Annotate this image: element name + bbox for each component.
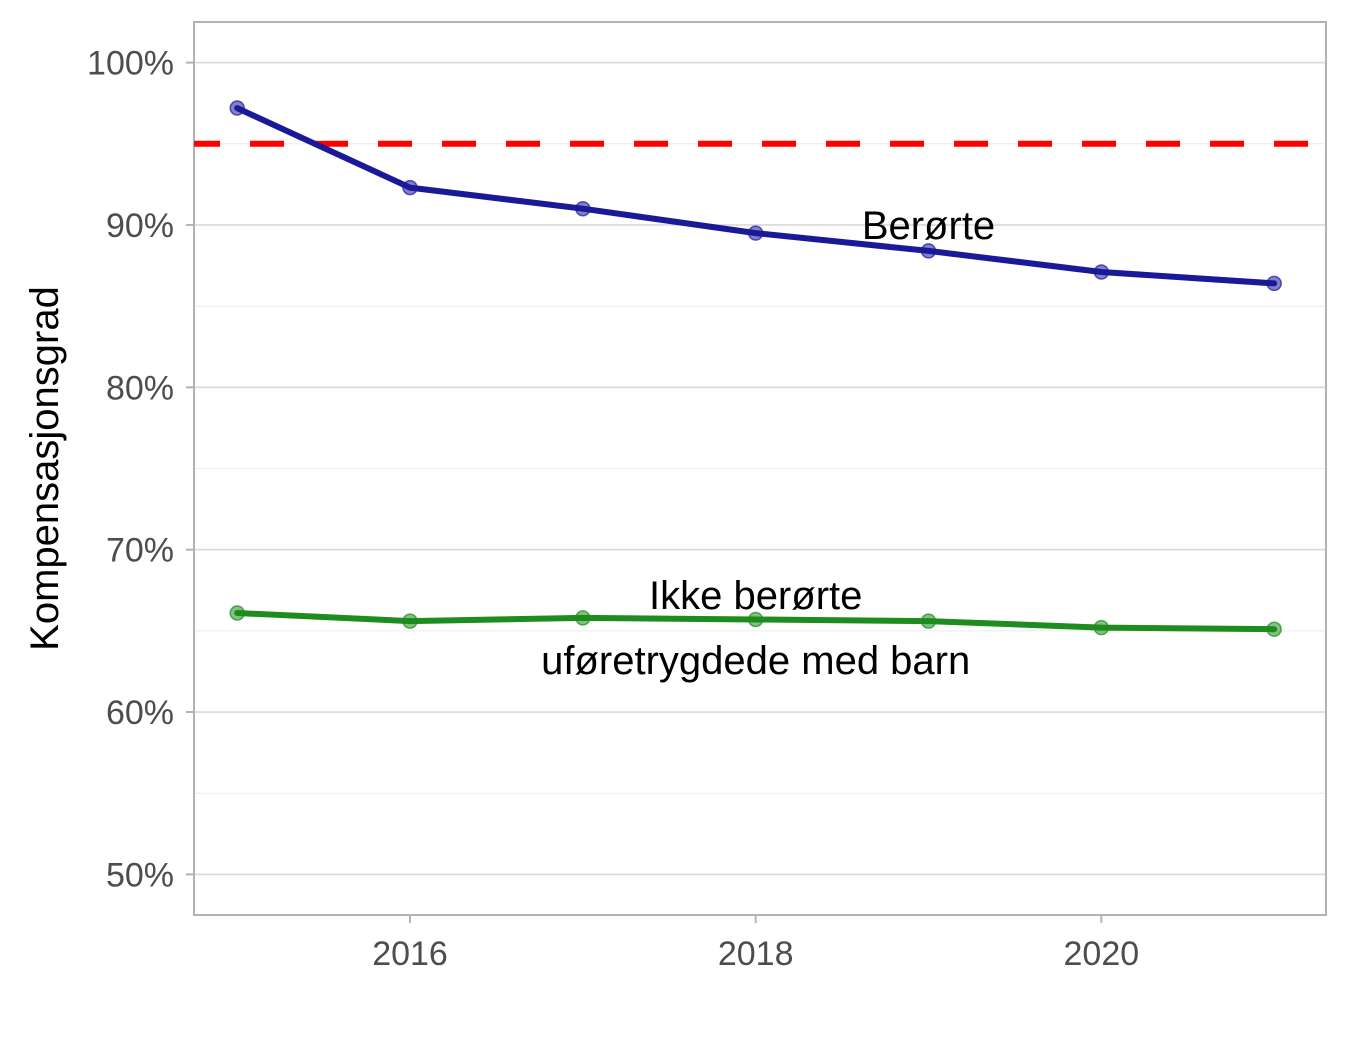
y-tick-label: 90% (106, 207, 174, 245)
series-point-1 (920, 613, 937, 629)
x-tick-label: 2016 (372, 935, 448, 973)
annotation-label: uføretrygdede med barn (541, 639, 970, 683)
x-axis-ticks: 2016 2018 2020 (372, 915, 1139, 973)
series-point-0 (229, 100, 245, 116)
y-tick-label: 50% (106, 856, 174, 894)
series-line-0 (234, 105, 1278, 287)
series-point-1 (1093, 619, 1110, 636)
series-point-0 (402, 179, 418, 196)
series-point-0 (920, 243, 937, 259)
x-tick-label: 2020 (1064, 935, 1140, 973)
annotation-label: Ikke berørte (649, 574, 862, 618)
series-point-0 (575, 200, 591, 217)
annotations: Berørte Ikke berørte uføretrygdede med bar… (541, 204, 995, 683)
y-tick-label: 60% (106, 694, 174, 732)
series-point-0 (747, 225, 764, 241)
y-axis-title: Kompensasjonsgrad (23, 286, 67, 651)
plot-panel-border (193, 21, 1327, 916)
series-point-1 (402, 613, 418, 629)
series-point-1 (747, 611, 764, 628)
y-tick-label: 80% (106, 369, 174, 407)
gridlines (194, 61, 1326, 876)
y-tick-label: 70% (106, 532, 174, 570)
series-layer (229, 100, 1282, 637)
series-point-1 (575, 610, 591, 626)
series-point-1 (229, 605, 245, 621)
series-point-0 (1093, 264, 1110, 280)
x-tick-label: 2018 (718, 935, 794, 973)
y-tick-label: 100% (87, 45, 174, 83)
y-axis-ticks: 50% 60% 70% 80% 90% 100% (87, 45, 194, 894)
series-point-0 (1266, 275, 1282, 292)
series-point-1 (1266, 621, 1282, 637)
annotation-label: Berørte (862, 204, 995, 248)
